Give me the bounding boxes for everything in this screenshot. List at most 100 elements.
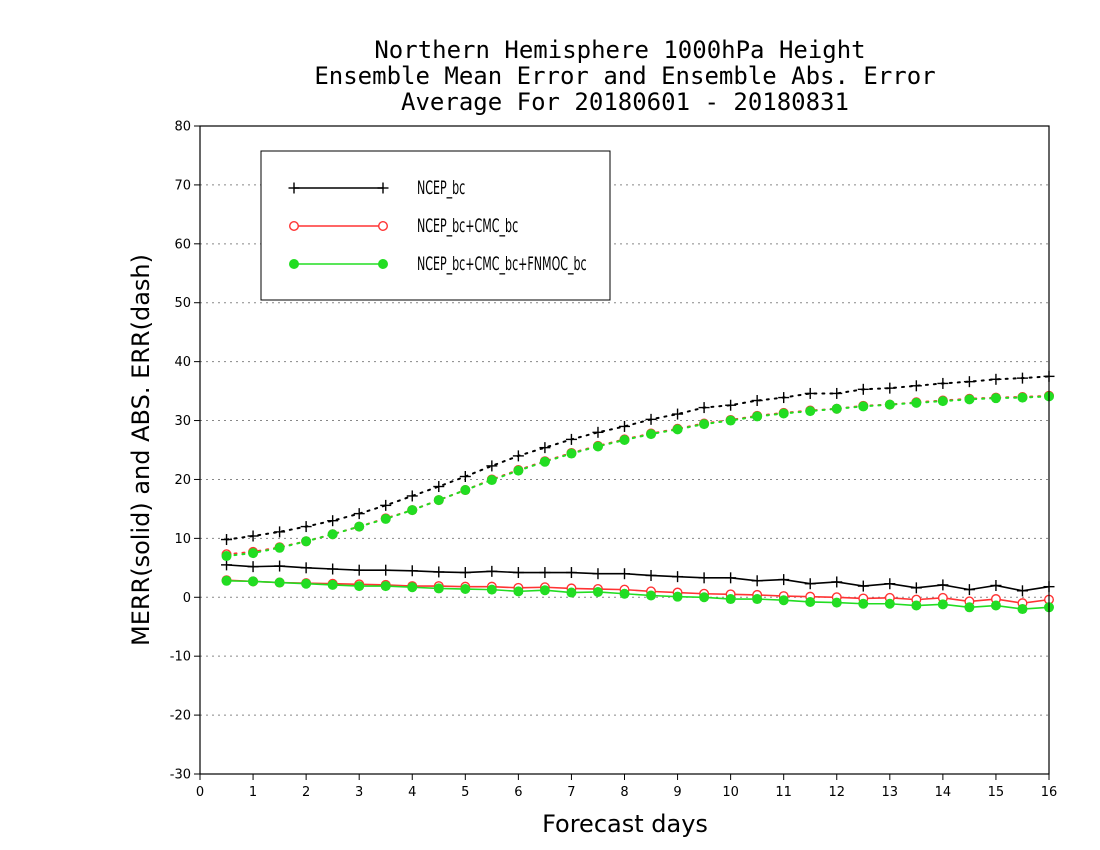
y-tick-label: 40: [174, 355, 191, 370]
series-0-merr-point: [831, 576, 843, 588]
series-0-merr-point: [884, 578, 896, 590]
series-0-merr-point: [486, 565, 498, 577]
legend-label-0: NCEP_bc: [417, 176, 465, 200]
x-tick-label: 12: [828, 785, 845, 800]
series-0-merr-point: [672, 571, 684, 583]
series-2-merr-point: [301, 578, 312, 589]
series-2-abs-err-point: [1017, 392, 1028, 403]
legend: NCEP_bc NCEP_bc+CMC_bc NCEP_bc+CMC_bc+FNMO…: [260, 150, 611, 301]
series-0-abs-err-point: [672, 408, 684, 420]
series-2-abs-err-point: [248, 548, 259, 559]
series-0-merr-point: [247, 561, 259, 573]
series-0-abs-err-point: [247, 530, 259, 542]
y-tick-label: -20: [170, 709, 191, 724]
legend-marker-right-2: [378, 259, 388, 269]
series-2-abs-err-point: [221, 551, 232, 562]
legend-marker-left-1: [289, 220, 300, 231]
series-0-abs-err-point: [857, 383, 869, 395]
series-2-merr-point: [778, 595, 789, 606]
series-0-abs-err-point: [459, 471, 471, 483]
series-0-merr-point: [433, 566, 445, 578]
series-0-abs-err-line: [225, 375, 1050, 541]
series-1-abs-err-line: [225, 394, 1050, 556]
series-2-merr-point: [380, 581, 391, 592]
series-0-abs-err-point: [380, 499, 392, 511]
series-2-abs-err-point: [433, 495, 444, 506]
chart-title-line-1: Northern Hemisphere 1000hPa Height: [374, 36, 865, 64]
series-2-abs-err-point: [672, 424, 683, 435]
series-2-merr-point: [805, 596, 816, 607]
series-0-merr-point: [539, 567, 551, 579]
series-0-merr-point: [857, 580, 869, 592]
series-2-merr-point: [646, 590, 657, 601]
series-0-abs-err-point: [990, 373, 1002, 385]
legend-marker-left-0: [288, 182, 300, 194]
x-tick-label: 11: [775, 785, 792, 800]
series-2-abs-err-point: [831, 403, 842, 414]
series-2-abs-err-point: [646, 429, 657, 440]
series-0-merr-point: [353, 564, 365, 576]
x-tick-label: 8: [620, 785, 628, 800]
series-0-merr-point: [910, 582, 922, 594]
series-2-abs-err-point: [592, 441, 603, 452]
series-1-merr-line: [226, 579, 1050, 604]
series-2-merr-point: [884, 598, 895, 609]
series-2-abs-err-point: [937, 396, 948, 407]
chart-title-line-2: Ensemble Mean Error and Ensemble Abs. Er…: [314, 62, 935, 90]
x-tick-label: 15: [988, 785, 1005, 800]
series-2-abs-err-point: [380, 513, 391, 524]
y-tick-label: 10: [174, 532, 191, 547]
series-2-abs-err-point: [460, 485, 471, 496]
series-2-merr-point: [407, 582, 418, 593]
series-0-merr-point: [221, 559, 233, 571]
series-0-merr-line: [226, 564, 1050, 592]
series-0-abs-err-point: [1016, 372, 1028, 384]
x-tick-label: 9: [673, 785, 681, 800]
series-2-merr-point: [460, 584, 471, 595]
series-2-merr-point: [513, 586, 524, 597]
x-tick-label: 7: [567, 785, 575, 800]
series-2-merr-point: [858, 598, 869, 609]
series-0-merr-point: [963, 584, 975, 596]
series-2-merr-line: [226, 579, 1050, 610]
series-0-abs-err-point: [274, 526, 286, 538]
series-2-merr-point: [327, 579, 338, 590]
x-tick-label: 5: [461, 785, 469, 800]
series-2-merr-point: [539, 585, 550, 596]
series-2-abs-err-point: [274, 542, 285, 553]
x-tick-label: 10: [722, 785, 739, 800]
series-2-abs-err-point: [619, 434, 630, 445]
y-tick-label: -30: [170, 768, 191, 783]
series-0-abs-err-point: [619, 420, 630, 432]
series-0-abs-err-point: [592, 426, 604, 438]
x-tick-label: 1: [249, 785, 257, 800]
series-0-abs-err-point: [937, 377, 949, 389]
series-2-merr-point: [831, 597, 842, 608]
series-2-merr-point: [752, 594, 763, 605]
series-0-abs-err-point: [512, 450, 524, 462]
series-0-merr-point: [327, 563, 339, 575]
series-0-merr-point: [565, 567, 577, 579]
series-0-abs-err-point: [327, 515, 339, 527]
series-2-merr-point: [672, 591, 683, 602]
series-2-abs-err-point: [911, 397, 922, 408]
series-0-abs-err-point: [221, 534, 233, 546]
series-2-merr-point: [486, 584, 497, 595]
series-2: [221, 391, 1054, 615]
series-2-abs-err-point: [407, 505, 418, 516]
series-0-merr-point: [937, 579, 949, 591]
series-0-abs-err-point: [353, 508, 365, 520]
series-0-merr-point: [698, 572, 710, 584]
series-2-abs-err-point: [301, 536, 312, 547]
series-0-abs-err-point: [698, 402, 710, 414]
series-0-merr-point: [725, 572, 737, 584]
series-0-abs-err-point: [778, 392, 790, 404]
legend-label-1: NCEP_bc+CMC_bc: [417, 214, 518, 238]
series-2-merr-point: [937, 599, 948, 610]
y-tick-label: 80: [174, 120, 191, 135]
series-2-merr-point: [248, 576, 259, 587]
series-2-abs-err-point: [486, 475, 497, 486]
series-0-abs-err-point: [804, 387, 816, 399]
series-2-merr-point: [725, 594, 736, 605]
